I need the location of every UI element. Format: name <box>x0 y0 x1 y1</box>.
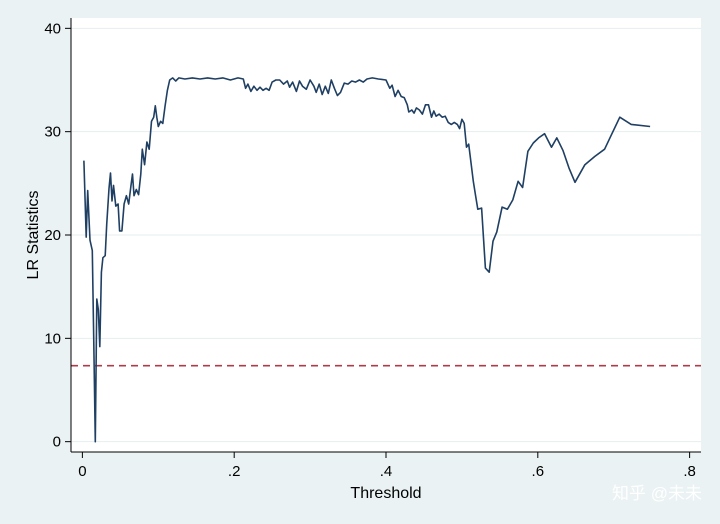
gridlines <box>71 27 701 443</box>
x-tick-label-3: .6 <box>532 463 545 480</box>
y-tick-label-4: 40 <box>44 20 61 37</box>
y-axis-title: LR Statistics <box>25 191 42 280</box>
series-line-0 <box>83 77 651 443</box>
x-tick-label-4: .8 <box>683 463 696 480</box>
series-group <box>83 77 651 443</box>
y-tick-label-0: 0 <box>53 434 61 451</box>
x-tick-label-0: 0 <box>78 463 86 480</box>
y-tick-label-3: 30 <box>44 124 61 141</box>
x-axis-title: Threshold <box>350 485 421 502</box>
x-tick-label-2: .4 <box>380 463 393 480</box>
y-tick-label-1: 10 <box>44 330 61 347</box>
x-tick-label-1: .2 <box>228 463 241 480</box>
y-tick-label-2: 20 <box>44 227 61 244</box>
watermark-text: 知乎 @未未 <box>612 484 702 503</box>
axes: 0 10 20 30 40 0 .2 .4 .6 .8 <box>44 18 701 480</box>
